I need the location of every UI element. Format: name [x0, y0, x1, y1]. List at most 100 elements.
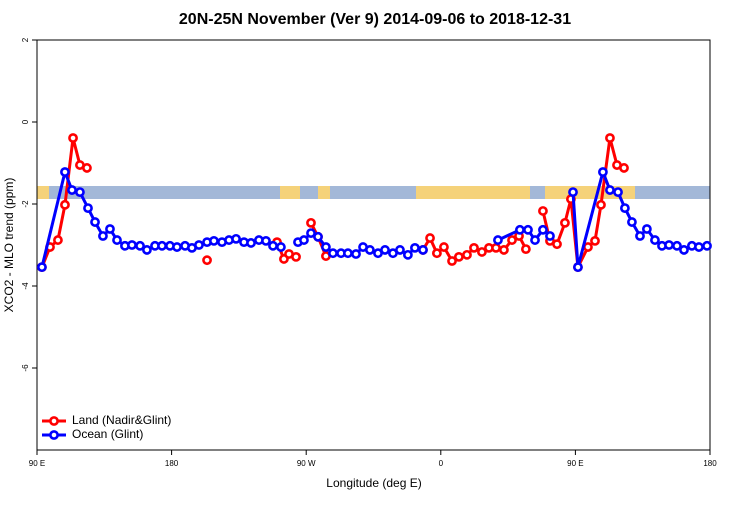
legend-label: Land (Nadir&Glint)	[72, 413, 171, 427]
y-axis-label: XCO2 - MLO trend (ppm)	[2, 178, 16, 313]
data-point	[613, 187, 623, 198]
data-point	[313, 231, 323, 242]
data-point	[590, 235, 600, 246]
data-point	[82, 163, 92, 173]
data-point	[627, 217, 637, 227]
y-tick-label: -4	[21, 282, 30, 290]
data-point	[447, 256, 457, 266]
data-point	[493, 235, 503, 245]
chart-title: 20N-25N November (Ver 9) 2014-09-06 to 2…	[179, 11, 571, 28]
data-point	[507, 235, 517, 245]
data-point	[635, 231, 645, 241]
data-point	[127, 240, 137, 250]
data-point	[491, 242, 501, 253]
x-tick-label: 180	[703, 459, 717, 468]
data-point	[291, 251, 301, 262]
data-point	[664, 240, 674, 250]
data-point	[306, 217, 316, 228]
data-point	[530, 235, 540, 245]
data-point	[605, 133, 615, 143]
data-point	[328, 248, 338, 259]
data-point	[135, 240, 145, 251]
data-point	[231, 233, 241, 244]
data-point	[321, 242, 331, 252]
data-point	[83, 203, 93, 213]
legend-marker	[49, 430, 59, 440]
data-point	[432, 248, 442, 259]
data-point	[641, 224, 652, 234]
data-point	[112, 235, 122, 245]
data-point	[306, 228, 316, 239]
data-point	[68, 133, 78, 143]
data-point	[343, 248, 353, 259]
data-point	[268, 240, 278, 251]
data-point	[462, 249, 472, 260]
data-point	[679, 245, 689, 255]
data-point	[499, 245, 509, 255]
data-point	[365, 245, 375, 255]
data-point	[142, 245, 152, 255]
data-point	[583, 242, 593, 252]
data-point	[402, 249, 413, 260]
data-point	[515, 224, 525, 235]
data-point	[351, 249, 361, 259]
data-point	[596, 199, 606, 210]
data-point	[67, 185, 77, 195]
data-point	[410, 242, 420, 253]
data-point	[520, 244, 531, 254]
x-tick-label: 180	[165, 459, 179, 468]
y-tick-label: 2	[21, 37, 30, 42]
data-point	[605, 185, 615, 195]
data-point	[568, 187, 578, 198]
x-tick-label: 90 E	[567, 459, 583, 468]
x-tick-label: 90 W	[297, 459, 316, 468]
data-point	[672, 240, 682, 251]
data-point	[598, 167, 608, 177]
data-point	[299, 235, 309, 245]
legend-label: Ocean (Glint)	[72, 427, 143, 441]
data-point	[439, 242, 449, 252]
data-point	[202, 255, 212, 266]
data-point	[538, 206, 548, 216]
x-tick-label: 0	[439, 459, 444, 468]
data-point	[469, 242, 479, 253]
data-point	[650, 235, 660, 245]
data-point	[573, 262, 583, 273]
data-point	[172, 242, 182, 252]
data-point	[60, 167, 70, 177]
data-point	[75, 187, 85, 198]
y-tick-label: -2	[21, 200, 30, 208]
data-point	[90, 217, 100, 227]
data-point	[545, 231, 555, 241]
map-strip	[37, 186, 710, 199]
data-point	[98, 231, 108, 241]
data-point	[380, 245, 390, 255]
data-point	[60, 199, 70, 210]
data-point	[261, 235, 271, 246]
y-tick-label: 0	[21, 119, 30, 124]
data-point	[157, 240, 167, 251]
data-point	[552, 239, 562, 250]
data-point	[276, 242, 286, 252]
data-point	[702, 240, 712, 251]
x-axis-label: Longitude (deg E)	[326, 476, 421, 490]
data-point	[194, 240, 204, 250]
data-point	[37, 262, 47, 273]
data-point	[246, 238, 256, 248]
data-point	[560, 217, 570, 228]
data-point	[209, 235, 219, 246]
data-point	[620, 203, 630, 213]
data-point	[395, 245, 405, 255]
data-point	[523, 224, 533, 235]
legend-marker	[49, 416, 59, 426]
data-point	[105, 224, 115, 234]
data-point	[453, 251, 464, 262]
data-point	[53, 235, 63, 245]
y-tick-label: -6	[21, 364, 30, 372]
data-point	[425, 233, 435, 243]
x-tick-label: 90 E	[29, 459, 45, 468]
data-point	[418, 245, 428, 255]
data-point	[477, 247, 487, 257]
data-point	[619, 163, 629, 173]
